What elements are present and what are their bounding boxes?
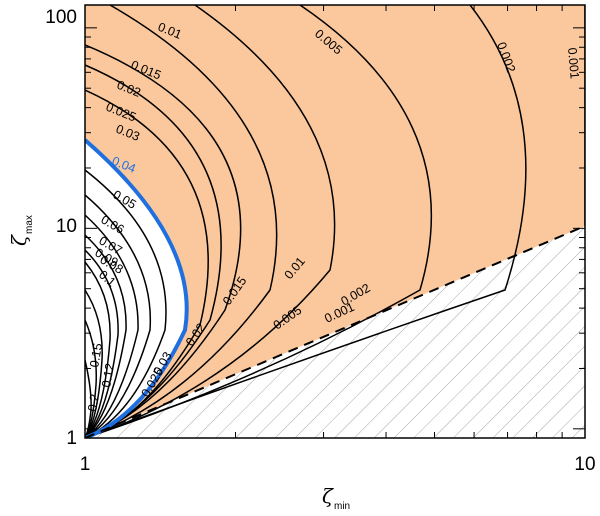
plot-frame: [84, 4, 586, 439]
contour-line-0.03: [85, 89, 209, 438]
diagonal-boundary: [85, 225, 585, 438]
contour-line-0.08: [85, 234, 127, 438]
x-tick-label: 10: [574, 454, 595, 475]
contour-line-0.015: [85, 5, 278, 438]
y-tick-label: 1: [66, 428, 77, 449]
contour-label: 0.12: [99, 362, 117, 388]
y-tick-label: 100: [45, 7, 77, 28]
contour-lines: [85, 5, 585, 438]
contour-line-0.04: [85, 138, 189, 438]
contour-line-0.06: [85, 194, 152, 438]
contour-line-0.01: [85, 5, 336, 438]
contour-line-0.02: [85, 44, 242, 438]
contour-label: 0.2: [85, 393, 102, 413]
contour-label: 0.15: [87, 342, 105, 368]
y-tick-label: 10: [56, 216, 77, 237]
contour-line-0.005: [85, 5, 433, 438]
contour-line-0.12: [85, 289, 103, 438]
contour-line-0.05: [85, 169, 167, 438]
contour-line-0.1: [85, 261, 111, 438]
high-value-region: [85, 140, 187, 438]
contour-line-0.002: [85, 5, 527, 438]
x-axis-symbol: ζ: [322, 484, 334, 508]
y-axis-label: ζ max: [7, 215, 35, 246]
contour-line-0.15: [85, 319, 98, 438]
y-axis-subscript: max: [24, 215, 35, 234]
contour-label: 0.001: [565, 47, 582, 79]
contour-line-0.07: [85, 214, 139, 438]
x-axis-subscript: min: [334, 501, 350, 512]
excluded-region: [85, 226, 585, 438]
x-axis-label: ζ min: [322, 484, 350, 512]
axis-ticks: [84, 5, 586, 438]
tick-labels: 1 10 1 10 100: [45, 7, 595, 475]
contour-line-0.09: [85, 249, 119, 438]
y-axis-symbol: ζ: [7, 234, 31, 246]
contour-line-0.2: [85, 359, 92, 438]
x-tick-label: 1: [80, 454, 91, 475]
